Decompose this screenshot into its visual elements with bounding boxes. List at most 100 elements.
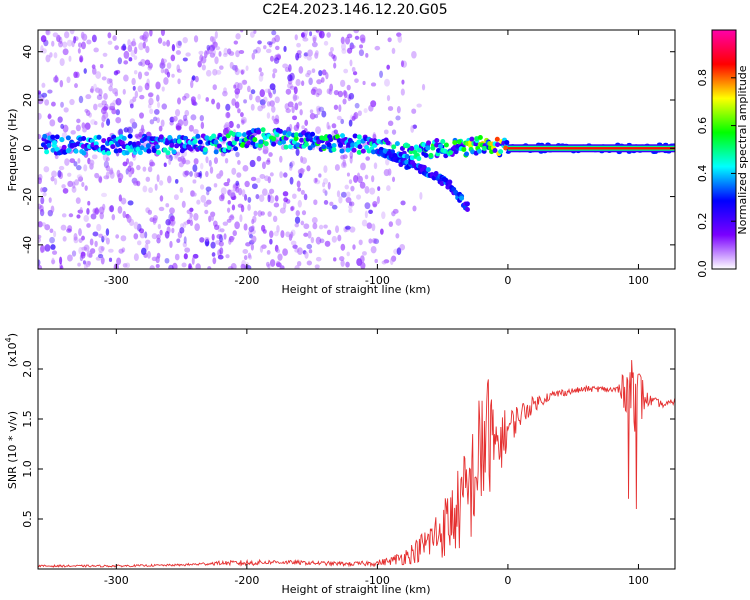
noise-mark <box>84 185 88 191</box>
noise-mark <box>50 205 55 213</box>
noise-mark <box>204 236 210 242</box>
noise-mark <box>66 228 72 233</box>
noise-mark <box>97 254 104 259</box>
noise-mark <box>311 41 318 48</box>
noise-mark <box>395 218 402 226</box>
noise-mark <box>322 188 326 194</box>
noise-mark <box>162 41 167 47</box>
noise-mark <box>177 40 182 46</box>
track-mark <box>503 145 509 151</box>
noise-mark <box>105 165 111 172</box>
noise-mark <box>252 49 258 54</box>
noise-mark <box>368 238 373 244</box>
noise-mark <box>81 181 85 188</box>
noise-mark <box>138 61 143 66</box>
noise-mark <box>191 75 196 81</box>
noise-mark <box>193 35 199 43</box>
noise-mark <box>89 88 94 93</box>
noise-mark <box>320 77 325 83</box>
noise-mark <box>115 109 121 116</box>
noise-mark <box>261 103 266 109</box>
noise-mark <box>235 33 241 40</box>
noise-mark <box>283 201 287 210</box>
noise-mark <box>267 157 271 163</box>
noise-mark <box>60 224 67 231</box>
noise-mark <box>101 100 107 106</box>
noise-mark <box>274 34 281 43</box>
noise-mark <box>400 88 405 96</box>
noise-mark <box>216 102 221 110</box>
track-mark <box>258 139 264 145</box>
noise-mark <box>184 247 191 253</box>
noise-mark <box>250 243 254 251</box>
noise-mark <box>183 253 188 260</box>
noise-mark <box>297 199 302 208</box>
noise-mark <box>391 47 396 55</box>
snr-x-axis-title: Height of straight line (km) <box>281 583 430 596</box>
noise-mark <box>64 31 70 39</box>
noise-mark <box>416 103 422 108</box>
noise-mark <box>360 162 366 171</box>
noise-mark <box>233 84 237 89</box>
noise-mark <box>295 148 300 156</box>
noise-mark <box>227 199 231 205</box>
noise-mark <box>238 49 245 55</box>
noise-mark <box>106 118 111 126</box>
noise-mark <box>387 120 394 127</box>
noise-mark <box>220 193 225 200</box>
track-mark <box>437 143 443 149</box>
noise-mark <box>100 107 107 115</box>
noise-mark <box>228 238 232 245</box>
noise-mark <box>226 178 231 184</box>
noise-mark <box>83 263 88 269</box>
noise-mark <box>385 158 390 166</box>
track-mark <box>469 136 475 142</box>
noise-mark <box>294 265 300 269</box>
noise-mark <box>62 41 68 48</box>
noise-mark <box>271 37 276 44</box>
track-mark <box>504 139 510 145</box>
noise-mark <box>401 79 405 85</box>
track-mark <box>139 145 145 151</box>
noise-mark <box>175 40 182 49</box>
noise-mark <box>340 36 345 45</box>
noise-mark <box>228 215 235 221</box>
noise-mark <box>181 262 187 268</box>
noise-mark <box>235 180 240 186</box>
noise-mark <box>274 195 279 202</box>
track-mark <box>452 140 458 146</box>
noise-mark <box>387 106 394 112</box>
noise-mark <box>303 232 309 237</box>
track-mark <box>202 147 208 153</box>
noise-mark <box>41 48 47 54</box>
noise-mark <box>223 47 229 56</box>
noise-mark <box>195 263 201 269</box>
noise-mark <box>138 131 142 138</box>
spectrogram-x-tick-label: -200 <box>234 274 259 287</box>
noise-mark <box>269 55 274 62</box>
noise-mark <box>240 263 246 269</box>
noise-mark <box>98 245 105 253</box>
noise-mark <box>269 230 274 239</box>
noise-mark <box>153 108 160 115</box>
noise-mark <box>43 166 50 173</box>
track-mark <box>456 139 462 145</box>
track-mark <box>360 148 366 154</box>
noise-mark <box>40 45 44 54</box>
noise-mark <box>266 250 271 255</box>
noise-mark <box>156 252 161 259</box>
noise-mark <box>269 100 275 107</box>
noise-mark <box>142 166 147 172</box>
noise-mark <box>83 68 87 74</box>
noise-mark <box>353 175 359 183</box>
noise-mark <box>136 240 142 246</box>
noise-mark <box>400 60 405 68</box>
noise-mark <box>340 191 347 198</box>
noise-mark <box>194 171 198 179</box>
noise-mark <box>251 218 255 225</box>
noise-mark <box>223 87 227 94</box>
noise-mark <box>160 68 165 74</box>
noise-mark <box>303 52 309 57</box>
noise-mark <box>349 59 353 67</box>
noise-mark <box>340 259 345 267</box>
